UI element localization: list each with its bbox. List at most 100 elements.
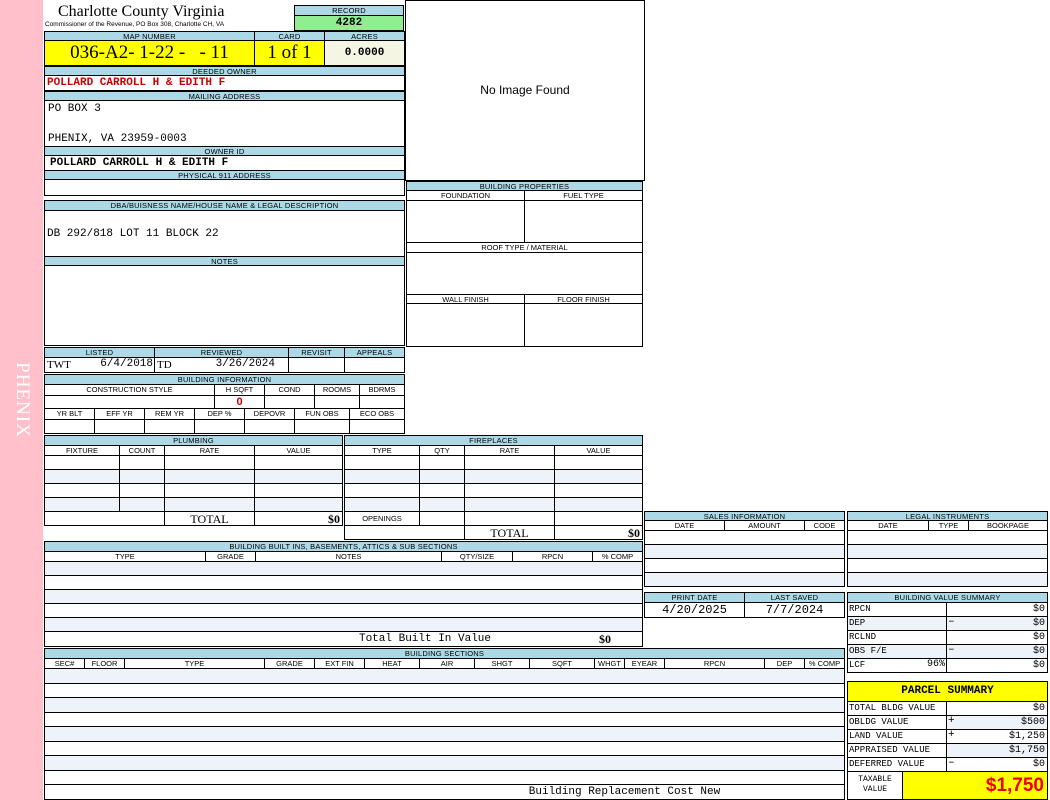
bvs-row-sign — [948, 630, 960, 645]
plumbing-cell[interactable] — [254, 483, 343, 498]
building-info-value — [264, 395, 315, 409]
plumbing-cell[interactable] — [119, 483, 165, 498]
sections-footer: Building Replacement Cost New — [44, 784, 845, 800]
legal-row[interactable] — [847, 558, 1048, 573]
section-row[interactable] — [44, 740, 845, 756]
sales-row[interactable] — [644, 572, 845, 587]
plumbing-cell[interactable] — [254, 469, 343, 484]
roof-value — [406, 252, 643, 295]
plumbing-cell[interactable] — [254, 455, 343, 470]
plumbing-cell[interactable] — [44, 497, 120, 512]
plumbing-cell[interactable] — [164, 469, 255, 484]
section-row[interactable] — [44, 726, 845, 742]
card-value: 1 of 1 — [254, 40, 325, 66]
parcel-summary-label: PARCEL SUMMARY — [847, 681, 1048, 702]
section-row[interactable] — [44, 711, 845, 727]
revisit-value — [288, 357, 345, 373]
bvs-row-label: RCLND — [847, 630, 947, 645]
building-info-value — [194, 419, 245, 434]
parcel_summary-row-label: TOTAL BLDG VALUE — [847, 701, 947, 716]
section-row[interactable] — [44, 668, 845, 684]
parcel_summary-row-value: $1,250 — [946, 729, 1048, 744]
foundation-value — [406, 200, 525, 243]
legal-row[interactable] — [847, 530, 1048, 545]
section-row[interactable] — [44, 755, 845, 771]
openings-label: OPENINGS — [344, 511, 420, 526]
physical-address[interactable] — [44, 179, 405, 196]
parcel_summary-row-value: $1,750 — [946, 743, 1048, 758]
bvs-row-value: $0 — [946, 644, 1048, 659]
plumbing-total: $0 — [254, 511, 343, 526]
built-ins-row[interactable] — [44, 561, 643, 576]
fireplaces-cell[interactable] — [419, 469, 465, 484]
bvs-row-sign: – — [948, 616, 955, 628]
bvs-row-value: $0 — [946, 658, 1048, 673]
sales-row[interactable] — [644, 530, 845, 545]
built-ins-row[interactable] — [44, 589, 643, 604]
plumbing-cell[interactable] — [119, 455, 165, 470]
notes-box[interactable] — [44, 265, 405, 346]
built-ins-row[interactable] — [44, 617, 643, 632]
plumbing-cell[interactable] — [44, 483, 120, 498]
owner-id: POLLARD CARROLL H & EDITH F — [44, 155, 405, 171]
fireplaces-cell[interactable] — [554, 455, 643, 470]
fireplaces-cell[interactable] — [554, 469, 643, 484]
last-saved: 7/7/2024 — [744, 602, 845, 618]
openings-qty[interactable] — [419, 511, 465, 526]
fireplaces-cell[interactable] — [419, 483, 465, 498]
fireplaces-cell[interactable] — [464, 455, 555, 470]
reviewed-by: TD — [154, 357, 289, 373]
fireplaces-cell[interactable] — [344, 483, 420, 498]
section-row[interactable] — [44, 769, 845, 785]
hsqft-value: 0 — [236, 396, 243, 408]
plumbing-cell[interactable] — [119, 469, 165, 484]
fireplaces-total: $0 — [554, 525, 643, 540]
parcel_summary-row-sign: + — [948, 729, 955, 741]
built-ins-row[interactable] — [44, 575, 643, 590]
legal-row[interactable] — [847, 544, 1048, 559]
bvs-row-value: $0 — [946, 630, 1048, 645]
parcel_summary-row-sign — [948, 743, 960, 758]
fireplaces-cell[interactable] — [464, 497, 555, 512]
building-info-value — [94, 419, 145, 434]
parcel_summary-row-sign: – — [948, 757, 955, 769]
bvs-row-sign: – — [948, 644, 955, 656]
fireplaces-cell[interactable] — [464, 483, 555, 498]
plumbing-cell[interactable] — [164, 483, 255, 498]
fireplaces-cell[interactable] — [419, 455, 465, 470]
sales-row[interactable] — [644, 558, 845, 573]
legal-row[interactable] — [847, 572, 1048, 587]
wall-finish-value — [406, 303, 525, 347]
built-ins-total-row — [44, 631, 643, 647]
openings-rate — [464, 511, 555, 526]
fireplaces-cell[interactable] — [419, 497, 465, 512]
bvs-row-label: LCF — [847, 658, 947, 673]
bvs-row-sign — [948, 658, 960, 673]
fireplaces-cell[interactable] — [554, 483, 643, 498]
plumbing-total-label: TOTAL — [164, 511, 255, 526]
fireplaces-cell[interactable] — [554, 497, 643, 512]
subtitle: Commissioner of the Revenue, PO Box 308,… — [45, 21, 225, 28]
plumbing-cell[interactable] — [44, 469, 120, 484]
parcel_summary-row-value: $0 — [946, 757, 1048, 772]
fireplaces-total-label: TOTAL — [464, 525, 555, 540]
fireplaces-cell[interactable] — [344, 455, 420, 470]
built-ins-row[interactable] — [44, 603, 643, 618]
sales-row[interactable] — [644, 544, 845, 559]
plumbing-cell[interactable] — [44, 455, 120, 470]
plumbing-cell[interactable] — [119, 497, 165, 512]
map-number: 036-A2- 1-22 - - 11 — [44, 40, 255, 66]
plumbing-cell[interactable] — [254, 497, 343, 512]
mailing-line-1: PO BOX 3 — [48, 103, 101, 115]
built-ins-total: $0 — [599, 632, 611, 646]
section-row[interactable] — [44, 682, 845, 698]
fireplaces-cell[interactable] — [464, 469, 555, 484]
plumbing-cell[interactable] — [164, 497, 255, 512]
bvs-row-label: DEP — [847, 616, 947, 631]
listed-date: 6/4/2018 — [100, 358, 153, 370]
section-row[interactable] — [44, 697, 845, 713]
plumbing-cell[interactable] — [164, 455, 255, 470]
fireplaces-cell[interactable] — [344, 497, 420, 512]
print-date: 4/20/2025 — [644, 602, 745, 618]
fireplaces-cell[interactable] — [344, 469, 420, 484]
